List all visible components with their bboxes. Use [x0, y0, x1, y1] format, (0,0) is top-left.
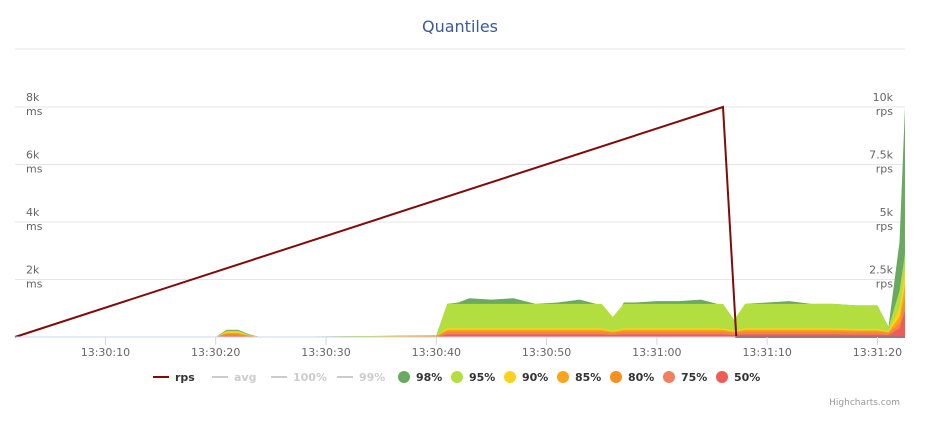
legend-item-avg[interactable]: avg [212, 371, 256, 384]
x-tick-label: 13:30:10 [81, 346, 130, 359]
legend-item-90pct[interactable]: 90% [504, 371, 548, 384]
legend-symbol-circle [451, 371, 463, 383]
y-left-tick-label: 8k [26, 91, 40, 104]
credits-link[interactable]: Highcharts.com [829, 398, 900, 408]
y-right-unit-label: rps [876, 105, 894, 118]
y-right-unit-label: rps [876, 278, 894, 291]
y-right-unit-label: rps [876, 163, 894, 176]
legend-symbol-circle [663, 371, 675, 383]
legend-symbol-circle [557, 371, 569, 383]
legend-label: 99% [359, 371, 385, 384]
quantile-areas [15, 107, 905, 337]
area-series-50pct [15, 311, 905, 337]
y-left-unit-label: ms [26, 278, 43, 291]
legend-item-80pct[interactable]: 80% [610, 371, 654, 384]
legend-label: 100% [293, 371, 327, 384]
y-right-tick-label: 5k [880, 206, 894, 219]
legend: rps avg 100% 99% 98% 95% 90% 85% 80% 75% 50% [153, 371, 760, 384]
legend-label: avg [234, 371, 256, 384]
y-right-tick-label: 7.5k [869, 149, 893, 162]
legend-label: 80% [628, 371, 654, 384]
legend-label: 50% [734, 371, 760, 384]
x-tick-label: 13:30:30 [301, 346, 350, 359]
y-left-tick-label: 6k [26, 149, 40, 162]
legend-item-50pct[interactable]: 50% [716, 371, 760, 384]
legend-symbol-circle [716, 371, 728, 383]
legend-label: 95% [469, 371, 495, 384]
y-left-tick-label: 4k [26, 206, 40, 219]
legend-item-75pct[interactable]: 75% [663, 371, 707, 384]
legend-label: 90% [522, 371, 548, 384]
y-left-unit-label: ms [26, 220, 43, 233]
legend-symbol-circle [398, 371, 410, 383]
y-right-unit-label: rps [876, 220, 894, 233]
area-series-95pct [15, 253, 905, 337]
y-left-unit-label: ms [26, 163, 43, 176]
legend-label: 98% [416, 371, 442, 384]
y-right-tick-label: 2.5k [869, 264, 893, 277]
x-tick-label: 13:30:40 [412, 346, 461, 359]
legend-symbol-circle [504, 371, 516, 383]
x-tick-label: 13:31:10 [742, 346, 791, 359]
y-left-tick-label: 2k [26, 264, 40, 277]
area-series-75pct [15, 305, 905, 337]
y-left-unit-label: ms [26, 105, 43, 118]
chart-title: Quantiles [422, 17, 498, 36]
legend-item-95pct[interactable]: 95% [451, 371, 495, 384]
legend-item-85pct[interactable]: 85% [557, 371, 601, 384]
x-tick-label: 13:30:50 [522, 346, 571, 359]
legend-item-98pct[interactable]: 98% [398, 371, 442, 384]
axis-layer: 2kms4kms6kms8kms2.5krps5krps7.5krps10krp… [15, 91, 905, 359]
legend-label: rps [175, 371, 195, 384]
legend-item-rps[interactable]: rps [153, 371, 195, 384]
legend-label: 85% [575, 371, 601, 384]
legend-symbol-circle [610, 371, 622, 383]
x-tick-label: 13:31:00 [632, 346, 681, 359]
legend-item-99pct[interactable]: 99% [337, 371, 385, 384]
grid-layer [15, 106, 905, 280]
x-tick-label: 13:31:20 [853, 346, 902, 359]
x-tick-label: 13:30:20 [191, 346, 240, 359]
legend-label: 75% [681, 371, 707, 384]
legend-item-100pct[interactable]: 100% [271, 371, 327, 384]
y-right-tick-label: 10k [873, 91, 894, 104]
